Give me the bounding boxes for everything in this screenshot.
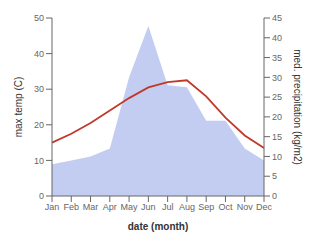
svg-text:20: 20 xyxy=(34,120,44,130)
svg-text:Mar: Mar xyxy=(83,202,99,212)
svg-text:50: 50 xyxy=(34,13,44,23)
svg-text:Feb: Feb xyxy=(64,202,80,212)
svg-text:0: 0 xyxy=(39,191,44,201)
svg-text:5: 5 xyxy=(272,171,277,181)
svg-text:45: 45 xyxy=(272,13,282,23)
svg-text:Jan: Jan xyxy=(45,202,60,212)
svg-text:Sep: Sep xyxy=(198,202,214,212)
svg-text:0: 0 xyxy=(272,191,277,201)
svg-text:40: 40 xyxy=(272,33,282,43)
svg-text:40: 40 xyxy=(34,49,44,59)
svg-text:15: 15 xyxy=(272,132,282,142)
svg-text:Jun: Jun xyxy=(141,202,156,212)
svg-text:20: 20 xyxy=(272,112,282,122)
svg-text:Dec: Dec xyxy=(256,202,273,212)
svg-text:Aug: Aug xyxy=(179,202,195,212)
svg-text:Nov: Nov xyxy=(237,202,254,212)
svg-text:max temp (C): max temp (C) xyxy=(13,77,24,138)
svg-text:30: 30 xyxy=(34,84,44,94)
svg-text:May: May xyxy=(121,202,139,212)
svg-text:35: 35 xyxy=(272,53,282,63)
svg-text:10: 10 xyxy=(34,156,44,166)
svg-text:30: 30 xyxy=(272,73,282,83)
svg-text:Oct: Oct xyxy=(218,202,233,212)
svg-text:med. precipitation (kg/m2): med. precipitation (kg/m2) xyxy=(292,49,303,165)
svg-text:Apr: Apr xyxy=(103,202,117,212)
svg-text:Jul: Jul xyxy=(162,202,174,212)
svg-text:date (month): date (month) xyxy=(128,221,189,232)
svg-text:10: 10 xyxy=(272,152,282,162)
svg-text:25: 25 xyxy=(272,92,282,102)
